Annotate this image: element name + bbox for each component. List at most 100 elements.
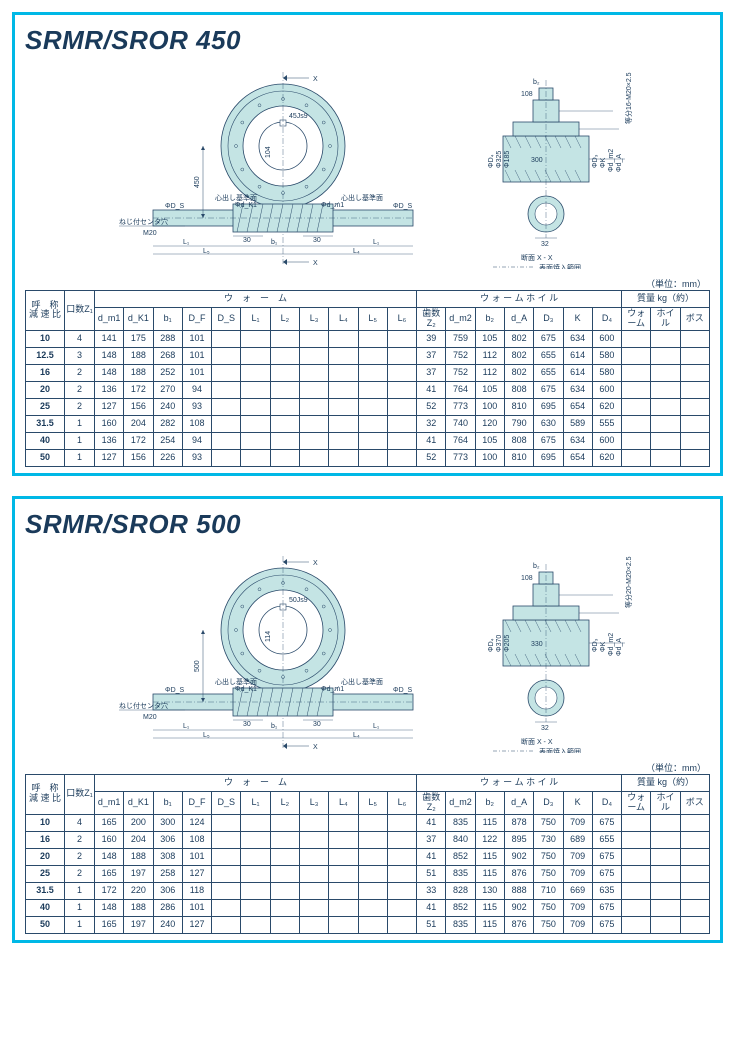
cell-mass — [680, 415, 709, 432]
svg-text:M20: M20 — [143, 714, 157, 721]
cell-worm — [358, 831, 387, 848]
cell-wheel: 41 — [417, 848, 446, 865]
cell-worm — [270, 449, 299, 466]
cell-worm — [241, 916, 270, 933]
cell-worm: 200 — [124, 814, 153, 831]
cell-worm — [212, 831, 241, 848]
cell-worm — [241, 432, 270, 449]
table-row: 20214818830810141852115902750709675 — [26, 848, 710, 865]
cell-mass — [680, 432, 709, 449]
svg-text:Φ325: Φ325 — [496, 151, 503, 168]
cell-ratio: 20 — [26, 381, 65, 398]
cell-worm — [270, 347, 299, 364]
cell-worm — [329, 882, 358, 899]
th-wheel-group: ウ ォ ー ム ホ イ ル — [417, 774, 622, 791]
cell-wheel: 810 — [504, 398, 533, 415]
cell-wheel: 100 — [475, 449, 504, 466]
cell-mass — [651, 848, 680, 865]
cell-worm: 148 — [95, 364, 124, 381]
table-row: 25216519725812751835115876750709675 — [26, 865, 710, 882]
cell-wheel: 895 — [504, 831, 533, 848]
svg-text:30: 30 — [313, 721, 321, 728]
cell-wheel: 655 — [592, 831, 621, 848]
table-row: 4011361722549441764105808675634600 — [26, 432, 710, 449]
cell-wheel: 695 — [534, 398, 563, 415]
cell-worm: 127 — [182, 916, 211, 933]
cell-worm — [241, 330, 270, 347]
cell-worm: 94 — [182, 432, 211, 449]
table-row: 31.5117222030611833828130888710669635 — [26, 882, 710, 899]
cell-wheel: 580 — [592, 347, 621, 364]
cell-wheel: 852 — [446, 848, 475, 865]
cell-worm — [358, 415, 387, 432]
cell-wheel: 115 — [475, 814, 504, 831]
panel-0: SRMR/SROR 450 45Js9 104 X X 450 — [12, 12, 723, 476]
cell-worm — [329, 330, 358, 347]
svg-text:Φd_K1: Φd_K1 — [235, 686, 257, 693]
cell-mass — [680, 831, 709, 848]
cell-worm: 101 — [182, 899, 211, 916]
cell-mass — [651, 381, 680, 398]
th-worm-col: d_K1 — [124, 791, 153, 814]
cell-wheel: 555 — [592, 415, 621, 432]
cell-wheel: 752 — [446, 364, 475, 381]
cell-wheel: 750 — [534, 814, 563, 831]
cell-worm — [299, 848, 328, 865]
cell-worm — [329, 449, 358, 466]
cell-wheel: 675 — [534, 330, 563, 347]
cell-worm — [387, 415, 416, 432]
cell-mass — [680, 449, 709, 466]
cell-worm — [387, 330, 416, 347]
cell-ratio: 20 — [26, 848, 65, 865]
cell-wheel: 654 — [563, 449, 592, 466]
cell-worm — [387, 814, 416, 831]
cell-wheel: 589 — [563, 415, 592, 432]
svg-text:Φd_A: Φd_A — [616, 154, 623, 172]
th-wheel-col: d_A — [504, 791, 533, 814]
svg-text:L₅: L₅ — [203, 248, 210, 255]
cell-worm — [387, 398, 416, 415]
cell-worm — [241, 882, 270, 899]
svg-text:ΦD_S: ΦD_S — [165, 687, 185, 694]
svg-text:等分20‑M20×2.5: 等分20‑M20×2.5 — [624, 556, 633, 608]
cell-worm — [329, 848, 358, 865]
cell-ratio: 31.5 — [26, 882, 65, 899]
th-worm-col: L₆ — [387, 308, 416, 331]
cell-wheel: 37 — [417, 831, 446, 848]
cell-worm — [299, 432, 328, 449]
cell-wheel: 39 — [417, 330, 446, 347]
cell-wheel: 32 — [417, 415, 446, 432]
cell-worm: 118 — [182, 882, 211, 899]
cell-wheel: 764 — [446, 432, 475, 449]
cell-wheel: 634 — [563, 432, 592, 449]
cell-worm — [212, 381, 241, 398]
cell-worm: 160 — [95, 831, 124, 848]
cell-worm — [299, 415, 328, 432]
cell-ratio: 50 — [26, 449, 65, 466]
cell-wheel: 655 — [534, 347, 563, 364]
cell-worm: 306 — [153, 831, 182, 848]
svg-text:Φd_m1: Φd_m1 — [321, 686, 344, 693]
cell-wheel: 41 — [417, 899, 446, 916]
cell-mass — [680, 398, 709, 415]
cell-wheel: 105 — [475, 381, 504, 398]
cell-wheel: 600 — [592, 381, 621, 398]
svg-text:ΦK: ΦK — [600, 157, 607, 168]
cell-wheel: 835 — [446, 865, 475, 882]
cell-wheel: 51 — [417, 865, 446, 882]
cell-wheel: 52 — [417, 449, 446, 466]
cell-ratio: 12.5 — [26, 347, 65, 364]
cell-z1: 4 — [65, 814, 95, 831]
cell-wheel: 675 — [592, 814, 621, 831]
cell-ratio: 10 — [26, 330, 65, 347]
th-worm-col: L₃ — [299, 791, 328, 814]
cell-worm — [387, 347, 416, 364]
svg-text:32: 32 — [541, 241, 549, 248]
cell-worm: 101 — [182, 347, 211, 364]
th-mass-col: ボス — [680, 308, 709, 331]
cell-worm — [387, 364, 416, 381]
th-worm-col: D_S — [212, 308, 241, 331]
table-row: 2521271562409352773100810695654620 — [26, 398, 710, 415]
svg-text:L₅: L₅ — [203, 732, 210, 739]
cell-worm — [387, 831, 416, 848]
